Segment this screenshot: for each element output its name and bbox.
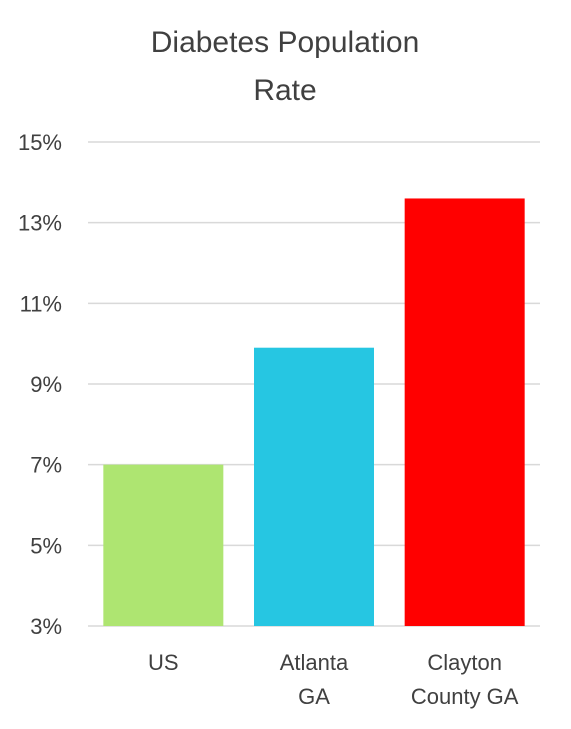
y-tick-label-5: 5% xyxy=(30,533,62,558)
y-tick-label-7: 7% xyxy=(30,453,62,478)
bars xyxy=(103,198,525,626)
category-label-2-line-1: Atlanta xyxy=(280,650,349,675)
category-label-3-line-1: Clayton xyxy=(427,650,502,675)
category-label-3-line-2: County GA xyxy=(411,684,519,709)
chart-title-line-2: Rate xyxy=(253,74,316,107)
category-label-2-line-2: GA xyxy=(298,684,330,709)
chart-title: Diabetes Population Rate xyxy=(151,26,420,107)
y-tick-label-15: 15% xyxy=(18,130,62,155)
bar-2 xyxy=(254,347,374,626)
chart-title-line-1: Diabetes Population xyxy=(151,26,420,59)
y-tick-label-13: 13% xyxy=(18,211,62,236)
y-tick-label-3: 3% xyxy=(30,614,62,639)
x-axis-categories: US Atlanta GA Clayton County GA xyxy=(148,650,519,709)
y-axis-ticks: 3% 5% 7% 9% 11% 13% 15% xyxy=(18,130,62,639)
bar-1 xyxy=(103,464,224,626)
category-label-1-line-1: US xyxy=(148,650,179,675)
y-tick-label-9: 9% xyxy=(30,372,62,397)
bar-3 xyxy=(404,198,525,626)
y-tick-label-11: 11% xyxy=(20,291,62,316)
